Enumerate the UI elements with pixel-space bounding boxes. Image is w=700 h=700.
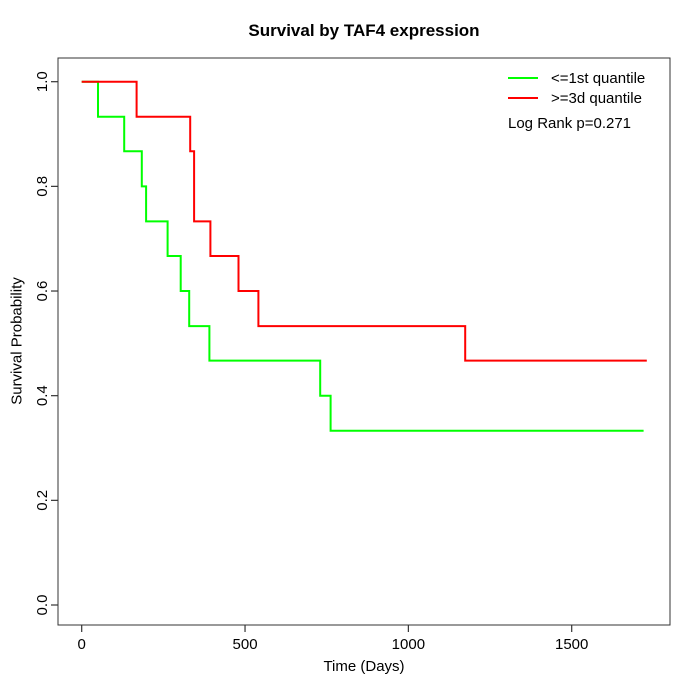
y-tick-label: 0.0 [34, 595, 51, 616]
plot-box [57, 57, 671, 626]
y-axis-label: Survival Probability [8, 277, 26, 405]
y-tick-label: 1.0 [34, 71, 51, 92]
x-tick-label: 0 [78, 636, 86, 653]
y-tick-label: 0.2 [34, 490, 51, 511]
y-tick-label: 0.4 [34, 385, 51, 406]
y-tick-label: 0.8 [34, 176, 51, 197]
x-tick-label: 1500 [555, 636, 588, 653]
page-title: Survival by TAF4 expression [248, 21, 480, 40]
survival-curve-green [81, 80, 644, 432]
x-axis-label: Time (Days) [323, 658, 405, 675]
x-tick-label: 500 [233, 636, 258, 653]
x-tick-label: 1000 [392, 636, 425, 653]
y-tick-label: 0.6 [34, 281, 51, 302]
survival-curve-red [81, 80, 647, 362]
